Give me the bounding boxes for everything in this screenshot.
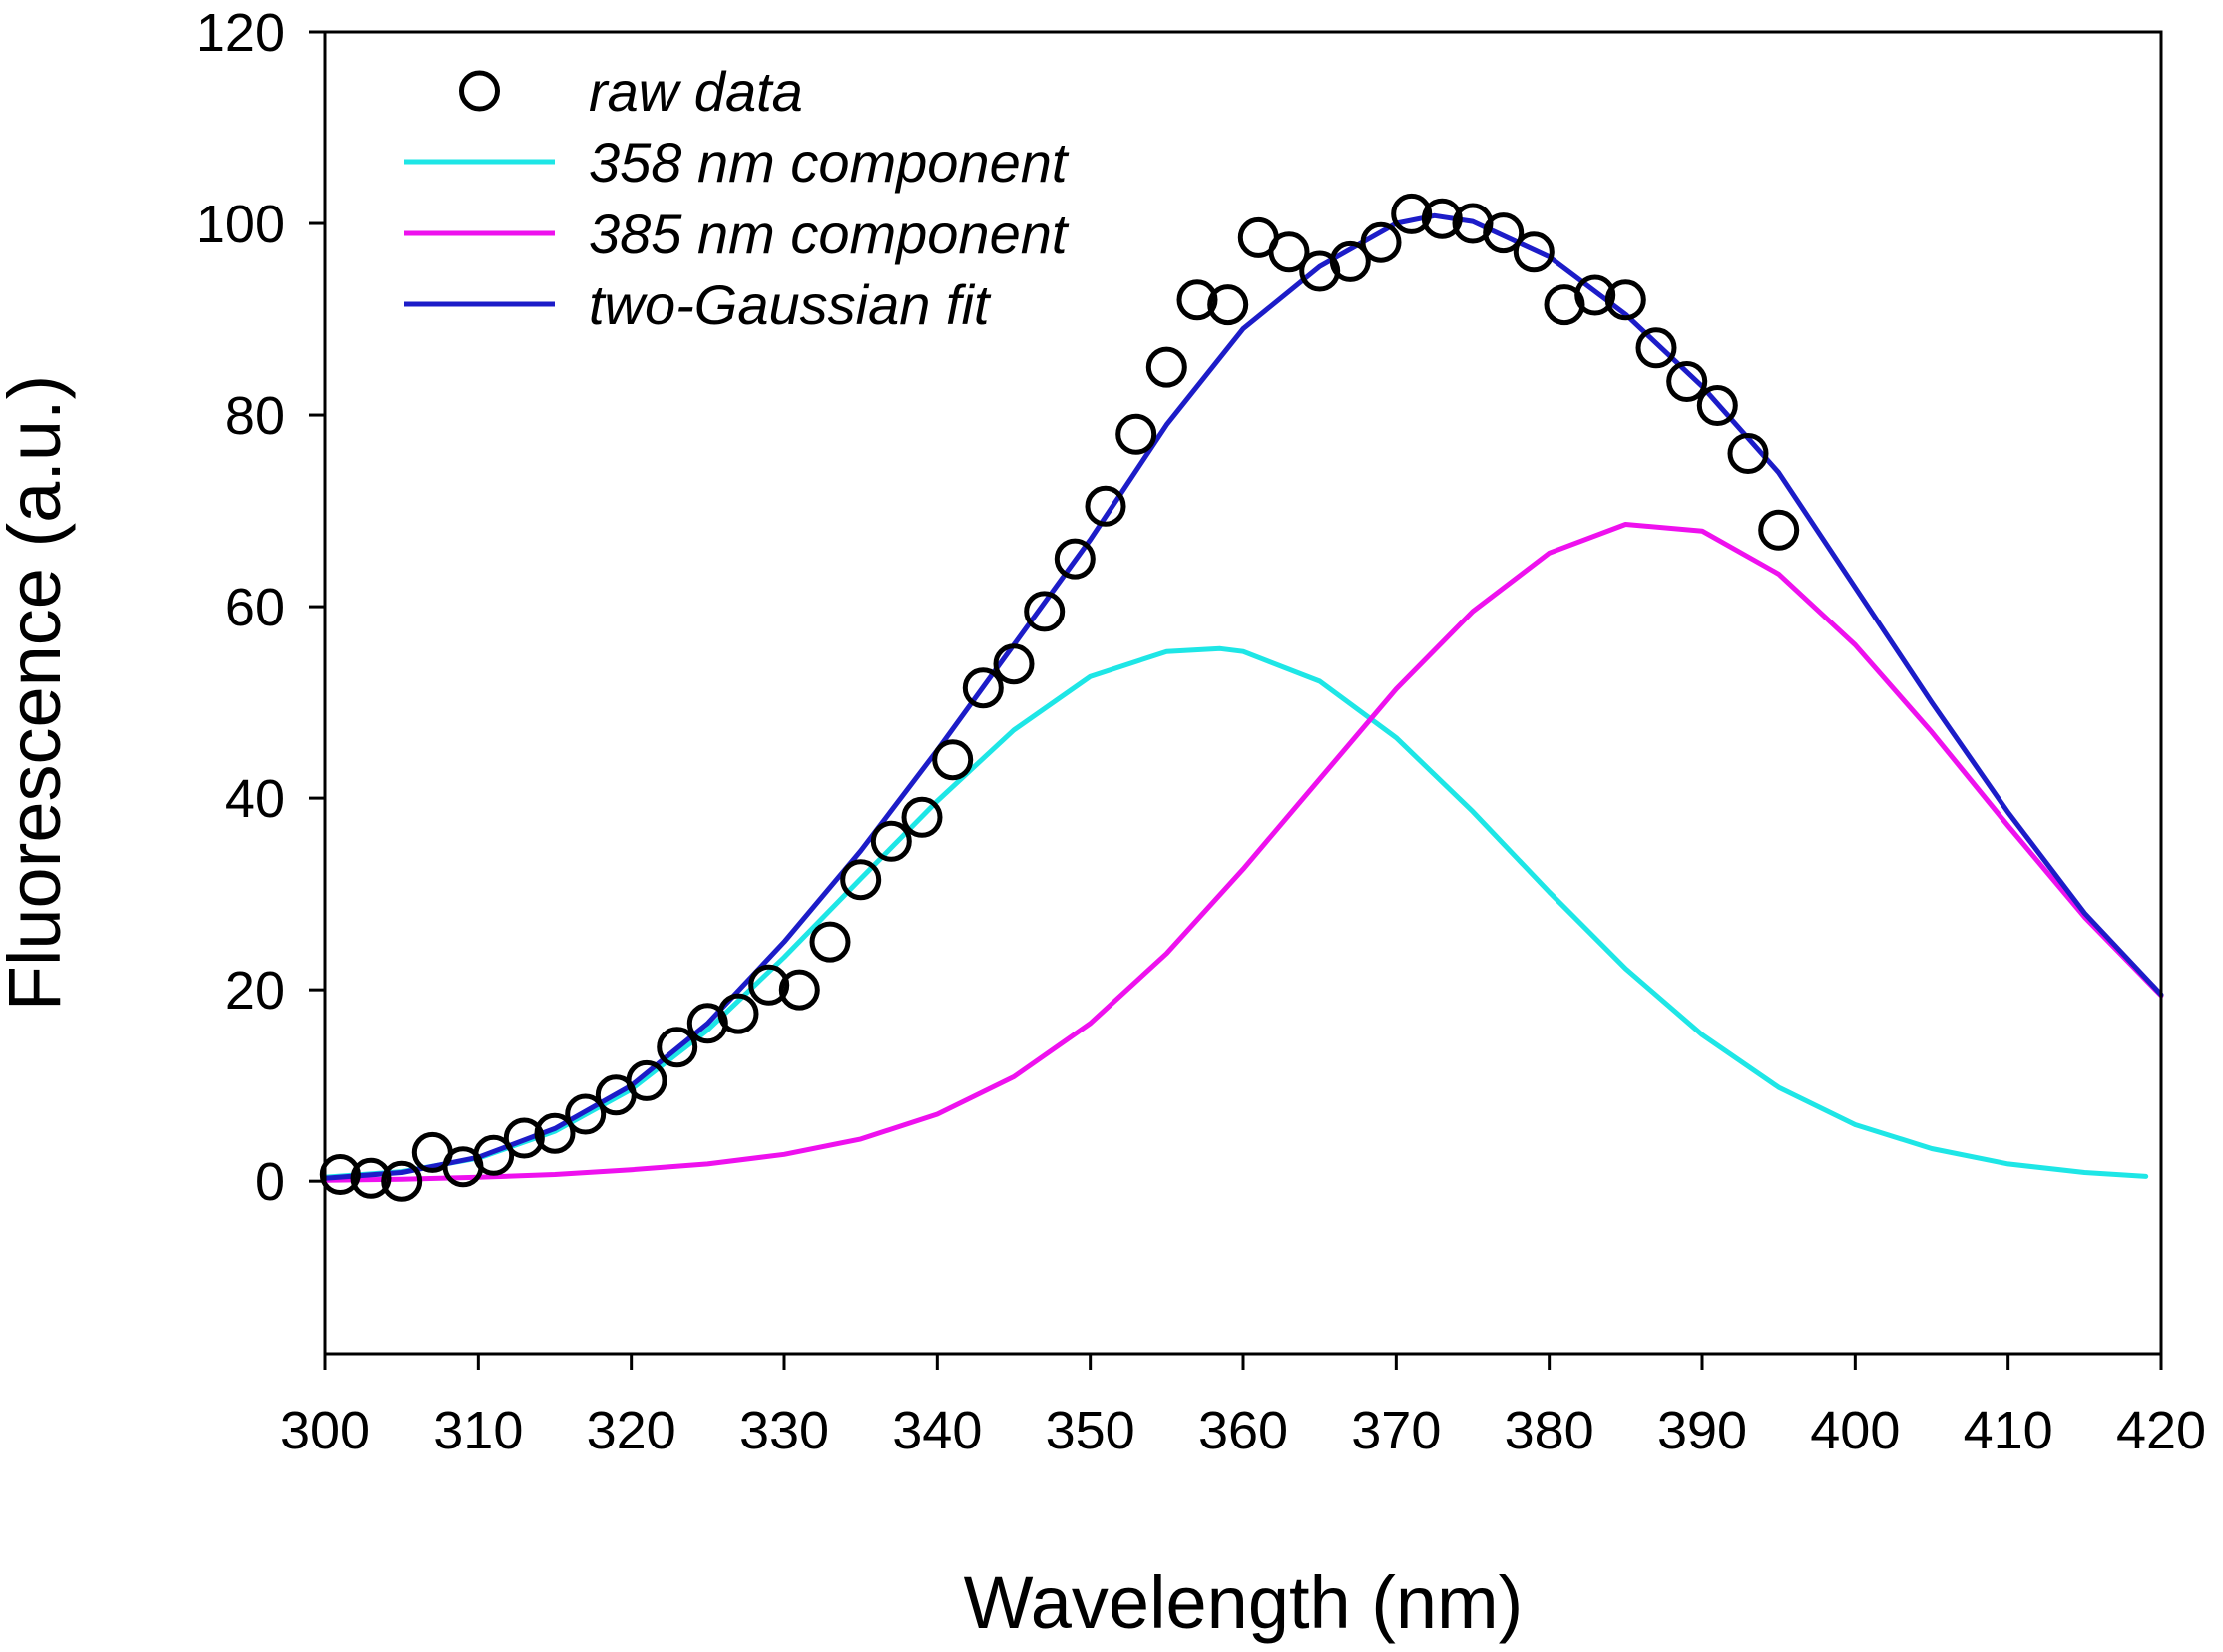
raw-data-point bbox=[1268, 231, 1310, 273]
y-tick-label: 40 bbox=[225, 769, 285, 829]
x-tick-label: 410 bbox=[1964, 1401, 2053, 1460]
y-tick-label: 20 bbox=[225, 961, 285, 1021]
raw-data-point bbox=[319, 1154, 361, 1195]
raw-data-point bbox=[717, 993, 759, 1034]
raw-data-point bbox=[350, 1157, 392, 1199]
legend-marker-raw-data bbox=[459, 70, 500, 112]
raw-data-point bbox=[1666, 361, 1708, 402]
raw-data-point bbox=[1421, 198, 1463, 239]
raw-data-point bbox=[503, 1117, 545, 1159]
raw-data-point bbox=[1085, 485, 1126, 527]
x-tick-label: 370 bbox=[1351, 1401, 1441, 1460]
series-layer bbox=[319, 193, 2164, 1202]
raw-data-point bbox=[1207, 284, 1249, 326]
legend: raw data 358 nm component 385 nm component… bbox=[404, 60, 1070, 336]
x-tick-label: 340 bbox=[892, 1401, 982, 1460]
raw-data-point bbox=[993, 643, 1035, 685]
raw-data-point bbox=[1727, 433, 1769, 474]
raw-data-point bbox=[1696, 385, 1738, 426]
legend-label-358-nm-component: 358 nm component bbox=[589, 131, 1070, 194]
raw-data-point bbox=[1483, 212, 1525, 254]
raw-data-point bbox=[901, 796, 943, 838]
x-tick-label: 300 bbox=[280, 1401, 370, 1460]
y-tick-label: 0 bbox=[255, 1152, 285, 1212]
y-tick-label: 120 bbox=[196, 3, 285, 63]
legend-label-two-gaussian-fit: two-Gaussian fit bbox=[589, 273, 992, 336]
raw-data-point bbox=[534, 1112, 576, 1154]
y-tick-label: 60 bbox=[225, 578, 285, 637]
385-nm-component-line bbox=[322, 522, 2164, 1183]
raw-data-point bbox=[1145, 346, 1187, 388]
raw-data-point bbox=[1574, 274, 1616, 316]
y-axis-label: Fluorescence (a.u.) bbox=[0, 375, 76, 1012]
raw-data-point bbox=[809, 921, 851, 963]
raw-data-point bbox=[1758, 509, 1800, 551]
two-gaussian-fit-line bbox=[322, 212, 2164, 1181]
raw-data-point bbox=[565, 1093, 607, 1135]
raw-data-point bbox=[473, 1134, 515, 1176]
raw-data-point bbox=[870, 820, 912, 862]
raw-data-point bbox=[1604, 279, 1646, 321]
x-tick-label: 330 bbox=[739, 1401, 829, 1460]
legend-label-385-nm-component: 385 nm component bbox=[589, 203, 1070, 265]
raw-data-point bbox=[1329, 240, 1371, 282]
raw-data-point bbox=[1391, 193, 1433, 234]
raw-data-point bbox=[962, 667, 1004, 709]
x-tick-label: 360 bbox=[1198, 1401, 1288, 1460]
x-tick-label: 390 bbox=[1657, 1401, 1747, 1460]
raw-data-point bbox=[748, 964, 790, 1006]
raw-data-point bbox=[1513, 231, 1555, 273]
x-tick-label: 320 bbox=[587, 1401, 676, 1460]
x-tick-label: 420 bbox=[2116, 1401, 2206, 1460]
358-nm-component-line bbox=[322, 645, 2149, 1180]
raw-data-point bbox=[1024, 591, 1066, 632]
raw-data-point bbox=[626, 1059, 667, 1101]
raw-data-point bbox=[778, 969, 820, 1011]
y-tick-label: 80 bbox=[225, 386, 285, 446]
x-tick-label: 400 bbox=[1810, 1401, 1900, 1460]
raw-data-point bbox=[1176, 279, 1218, 321]
legend-label-raw-data: raw data bbox=[589, 60, 803, 123]
x-tick-label: 380 bbox=[1505, 1401, 1594, 1460]
raw-data-point bbox=[1360, 221, 1402, 263]
y-tick-label: 100 bbox=[196, 195, 285, 254]
x-tick-label: 310 bbox=[433, 1401, 523, 1460]
raw-data-point bbox=[657, 1027, 698, 1068]
raw-data-point bbox=[1054, 538, 1096, 580]
raw-data-point bbox=[381, 1160, 423, 1202]
axis-ticks: 300 310 320 330 340 350 360 370 380 390 400 410 420 0… bbox=[196, 3, 2206, 1460]
x-tick-label: 350 bbox=[1046, 1401, 1135, 1460]
raw-data-point bbox=[1635, 327, 1677, 369]
raw-data-point bbox=[1115, 413, 1157, 455]
raw-data-point bbox=[932, 739, 974, 781]
x-axis-label: Wavelength (nm) bbox=[964, 1561, 1524, 1644]
raw-data-point bbox=[840, 859, 882, 901]
